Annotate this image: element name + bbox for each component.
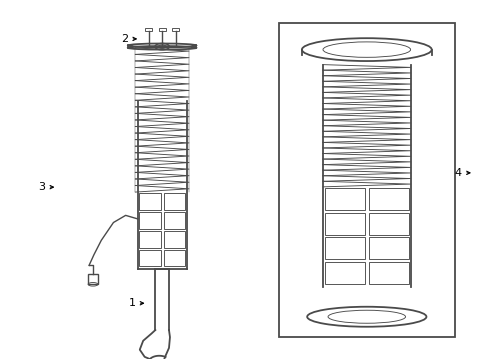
Bar: [164, 193, 185, 210]
Bar: [172, 28, 179, 31]
Bar: [139, 193, 161, 210]
Text: 3: 3: [38, 182, 45, 192]
Bar: [164, 212, 185, 229]
Bar: [369, 262, 409, 284]
Bar: [325, 262, 365, 284]
Bar: [369, 188, 409, 210]
Bar: [139, 250, 161, 266]
Bar: [369, 213, 409, 235]
Bar: [139, 212, 161, 229]
Bar: [164, 250, 185, 266]
Bar: [279, 23, 455, 337]
Text: 4: 4: [455, 168, 462, 178]
Bar: [325, 237, 365, 259]
Bar: [325, 188, 365, 210]
Bar: [369, 237, 409, 259]
Bar: [139, 231, 161, 248]
Text: 1: 1: [128, 298, 135, 308]
Bar: [88, 274, 98, 284]
Text: 2: 2: [121, 34, 128, 44]
Bar: [325, 213, 365, 235]
Bar: [164, 231, 185, 248]
Bar: [145, 28, 152, 31]
Bar: [159, 28, 166, 31]
